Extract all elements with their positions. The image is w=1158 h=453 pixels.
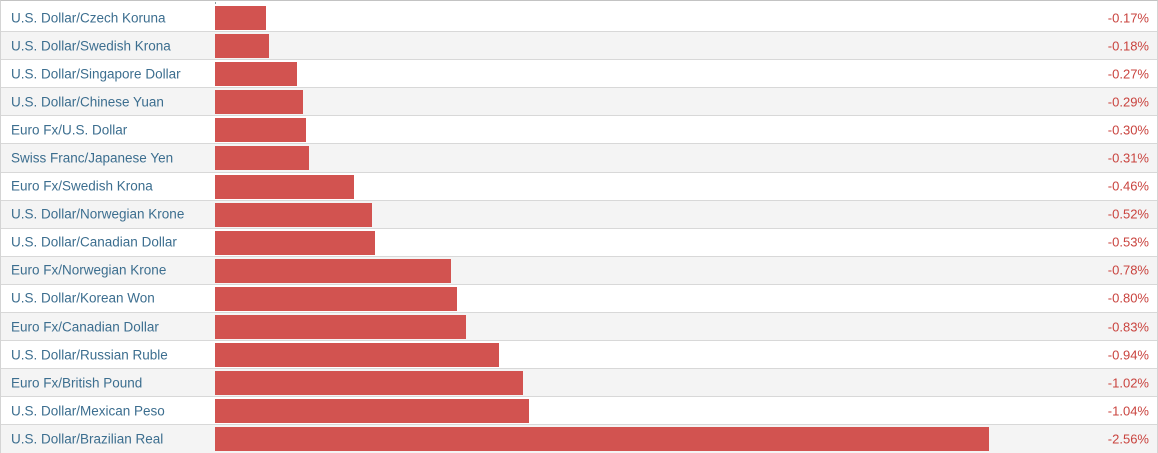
- table-row: Euro Fx/U.S. Dollar -0.30%: [1, 116, 1157, 145]
- change-percent: -0.80%: [1107, 290, 1149, 306]
- table-row: U.S. Dollar/Swedish Krona -0.18%: [1, 32, 1157, 61]
- table-row: Euro Fx/Norwegian Krone -0.78%: [1, 256, 1157, 285]
- table-row: Euro Fx/Canadian Dollar -0.83%: [1, 313, 1157, 342]
- table-row: U.S. Dollar/Russian Ruble -0.94%: [1, 341, 1157, 370]
- performance-bar: [215, 62, 297, 87]
- table-row: U.S. Dollar/Chinese Yuan -0.29%: [1, 88, 1157, 117]
- performance-bar: [215, 118, 306, 143]
- change-percent: -0.46%: [1107, 178, 1149, 194]
- currency-pair-link[interactable]: U.S. Dollar/Canadian Dollar: [11, 234, 177, 250]
- change-percent: -0.52%: [1107, 206, 1149, 222]
- table-row: U.S. Dollar/Czech Koruna -0.17%: [1, 4, 1157, 33]
- currency-pair-link[interactable]: U.S. Dollar/Czech Koruna: [11, 10, 166, 26]
- change-percent: -1.02%: [1107, 375, 1149, 391]
- performance-bar: [215, 427, 989, 452]
- performance-bar: [215, 34, 269, 59]
- performance-bar: [215, 174, 354, 199]
- table-row: U.S. Dollar/Mexican Peso -1.04%: [1, 397, 1157, 426]
- table-row: U.S. Dollar/Norwegian Krone -0.52%: [1, 200, 1157, 229]
- currency-pair-link[interactable]: U.S. Dollar/Chinese Yuan: [11, 94, 164, 110]
- performance-bar: [215, 90, 303, 115]
- change-percent: -0.94%: [1107, 347, 1149, 363]
- change-percent: -0.27%: [1107, 66, 1149, 82]
- change-percent: -0.83%: [1107, 319, 1149, 335]
- currency-pair-link[interactable]: U.S. Dollar/Norwegian Krone: [11, 206, 185, 222]
- performance-bar: [215, 343, 499, 368]
- table-row: U.S. Dollar/Brazilian Real -2.56%: [1, 425, 1157, 453]
- currency-pair-link[interactable]: Euro Fx/British Pound: [11, 375, 143, 391]
- table-row: U.S. Dollar/Singapore Dollar -0.27%: [1, 60, 1157, 89]
- currency-pair-link[interactable]: U.S. Dollar/Singapore Dollar: [11, 66, 181, 82]
- performance-bar: [215, 230, 375, 255]
- currency-pair-link[interactable]: U.S. Dollar/Swedish Krona: [11, 38, 171, 54]
- change-percent: -0.30%: [1107, 122, 1149, 138]
- performance-bar: [215, 315, 466, 340]
- table-row: U.S. Dollar/Canadian Dollar -0.53%: [1, 228, 1157, 257]
- currency-pair-link[interactable]: U.S. Dollar/Brazilian Real: [11, 431, 164, 447]
- change-percent: -2.56%: [1107, 431, 1149, 447]
- change-percent: -0.78%: [1107, 262, 1149, 278]
- currency-pair-link[interactable]: Euro Fx/Swedish Krona: [11, 178, 153, 194]
- performance-bar: [215, 6, 266, 30]
- table-body: U.S. Dollar/Czech Koruna -0.17% U.S. Dolla…: [1, 4, 1157, 453]
- change-percent: -0.17%: [1107, 10, 1149, 26]
- currency-pair-link[interactable]: Euro Fx/Canadian Dollar: [11, 319, 159, 335]
- currency-pair-link[interactable]: U.S. Dollar/Mexican Peso: [11, 403, 165, 419]
- change-percent: -0.29%: [1107, 94, 1149, 110]
- currency-pair-link[interactable]: U.S. Dollar/Korean Won: [11, 290, 155, 306]
- performance-bar: [215, 371, 523, 396]
- table-row: Swiss Franc/Japanese Yen -0.31%: [1, 144, 1157, 173]
- change-percent: -1.04%: [1107, 403, 1149, 419]
- table-row: Euro Fx/British Pound -1.02%: [1, 369, 1157, 398]
- table-row: U.S. Dollar/Korean Won -0.80%: [1, 284, 1157, 314]
- table-row: Euro Fx/Swedish Krona -0.46%: [1, 172, 1157, 201]
- change-percent: -0.18%: [1107, 38, 1149, 54]
- change-percent: -0.53%: [1107, 234, 1149, 250]
- performance-bar: [215, 146, 309, 171]
- change-percent: -0.31%: [1107, 150, 1149, 166]
- currency-pair-link[interactable]: Euro Fx/U.S. Dollar: [11, 122, 128, 138]
- performance-bar: [215, 258, 451, 283]
- performance-bar: [215, 399, 529, 424]
- currency-pair-link[interactable]: Euro Fx/Norwegian Krone: [11, 262, 167, 278]
- performance-bar: [215, 286, 457, 311]
- currency-pair-link[interactable]: U.S. Dollar/Russian Ruble: [11, 347, 168, 363]
- currency-pair-link[interactable]: Swiss Franc/Japanese Yen: [11, 150, 174, 166]
- performance-bar: [215, 202, 372, 227]
